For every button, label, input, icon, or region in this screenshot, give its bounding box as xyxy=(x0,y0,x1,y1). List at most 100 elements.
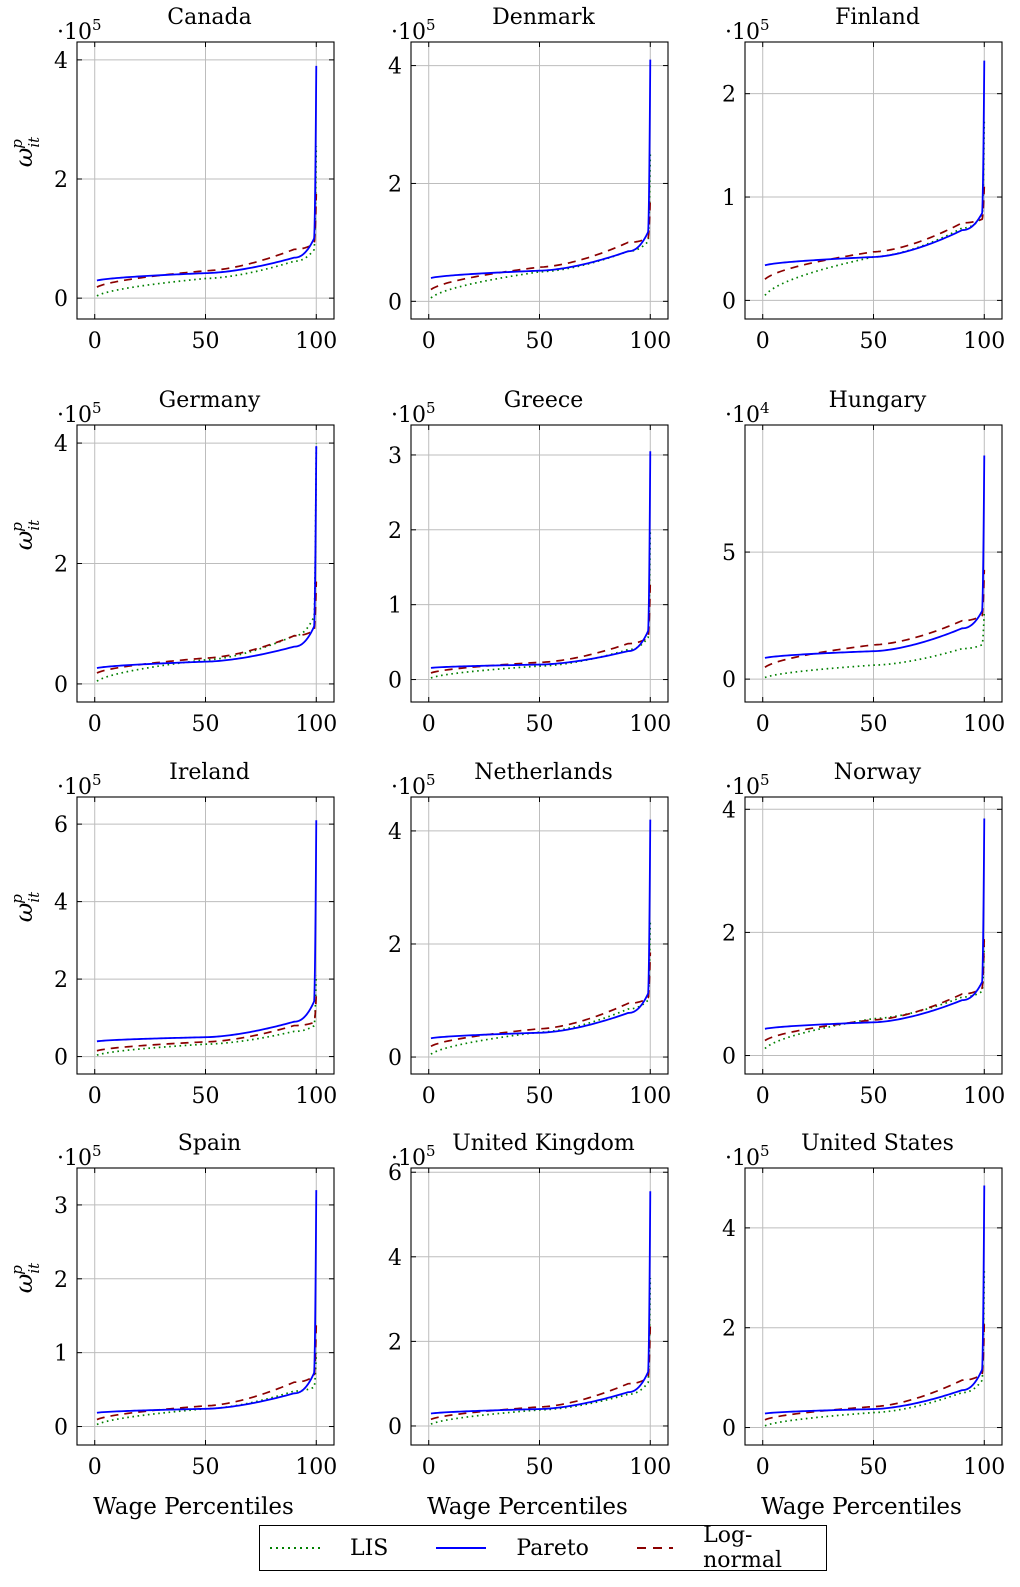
series-line-log-normal xyxy=(430,582,652,674)
panel-hungary: 0 50 100 0 5 ·104 Hungary xyxy=(722,388,1005,737)
legend-label-pareto: Pareto xyxy=(516,1535,589,1561)
x-tick-label: 100 xyxy=(295,329,337,354)
series-line-lis xyxy=(430,921,652,1055)
series-line-lis xyxy=(96,975,318,1056)
panel-ireland: 0 50 100 0 2 4 6 ·105 Ireland ωitp xyxy=(8,760,337,1109)
series-line-log-normal xyxy=(430,198,652,291)
x-tick-label: 100 xyxy=(963,1084,1005,1109)
y-multiplier-exponent: 5 xyxy=(426,399,436,417)
series-line-log-normal xyxy=(764,569,986,669)
panel-title: Finland xyxy=(835,5,920,30)
x-tick-label: 50 xyxy=(860,1084,888,1109)
y-multiplier-exponent: 5 xyxy=(92,16,102,34)
y-tick-label: 5 xyxy=(722,541,736,566)
series-line-lis xyxy=(430,153,652,299)
panel-title: Hungary xyxy=(829,388,927,413)
series-line-lis xyxy=(430,529,652,679)
y-tick-label: 3 xyxy=(388,444,402,469)
x-tick-label: 0 xyxy=(756,712,770,737)
y-axis-label: ωitp xyxy=(8,891,43,922)
y-axis-label-subscript: it xyxy=(25,1262,43,1274)
x-tick-label: 50 xyxy=(526,329,554,354)
panel-denmark: 0 50 100 0 2 4 ·105 Denmark xyxy=(388,5,671,354)
series-line-lis xyxy=(764,1270,986,1427)
y-tick-label: 2 xyxy=(54,553,68,578)
y-multiplier-base: ·10 xyxy=(57,775,92,800)
y-tick-label: 6 xyxy=(388,1161,402,1186)
y-axis-label-superscript: p xyxy=(8,522,26,532)
series-line-pareto xyxy=(430,819,652,1040)
x-tick-label: 50 xyxy=(192,712,220,737)
series-line-lis xyxy=(430,1277,652,1425)
y-axis-label-superscript: p xyxy=(8,894,26,904)
y-axis-label-subscript: it xyxy=(25,891,43,903)
y-multiplier-base: ·10 xyxy=(391,775,426,800)
panel-finland: 0 50 100 0 1 2 ·105 Finland xyxy=(722,5,1005,354)
legend-item-lis: LIS xyxy=(260,1526,426,1570)
x-tick-label: 50 xyxy=(192,1084,220,1109)
y-tick-label: 4 xyxy=(54,432,68,457)
y-axis-label-superscript: p xyxy=(8,139,26,149)
panel-title: Denmark xyxy=(492,5,595,30)
x-tick-label: 0 xyxy=(88,329,102,354)
x-tick-label: 100 xyxy=(963,329,1005,354)
x-tick-label: 50 xyxy=(192,329,220,354)
y-multiplier: ·105 xyxy=(725,771,770,800)
y-multiplier-exponent: 5 xyxy=(760,771,770,789)
y-multiplier-base: ·10 xyxy=(57,1146,92,1171)
y-multiplier: ·105 xyxy=(391,16,436,45)
y-tick-label: 4 xyxy=(54,49,68,74)
panel-greece: 0 50 100 0 1 2 3 ·105 Greece xyxy=(388,388,671,737)
series-line-pareto xyxy=(96,1190,318,1414)
y-multiplier-base: ·10 xyxy=(391,20,426,45)
y-tick-label: 2 xyxy=(722,1317,736,1342)
y-tick-label: 2 xyxy=(54,968,68,993)
x-tick-label: 50 xyxy=(860,712,888,737)
panel-germany: 0 50 100 0 2 4 ·105 Germany ωitp xyxy=(8,388,337,737)
y-tick-label: 0 xyxy=(722,289,736,314)
y-tick-label: 0 xyxy=(54,1046,68,1071)
x-tick-label: 0 xyxy=(756,329,770,354)
x-tick-label: 100 xyxy=(629,1455,671,1480)
x-tick-label: 50 xyxy=(526,712,554,737)
y-tick-label: 4 xyxy=(722,1217,736,1242)
x-tick-label: 50 xyxy=(860,1455,888,1480)
x-tick-label: 100 xyxy=(629,1084,671,1109)
series-line-log-normal xyxy=(764,1322,986,1421)
series-line-log-normal xyxy=(96,1323,318,1421)
series-line-pareto xyxy=(430,1191,652,1415)
series-line-log-normal xyxy=(764,186,986,280)
panel-title: Netherlands xyxy=(474,760,613,785)
series-line-lis xyxy=(96,1352,318,1426)
y-axis-label: ωitp xyxy=(8,1262,43,1293)
y-multiplier-base: ·10 xyxy=(725,20,760,45)
panel-title: Norway xyxy=(834,760,922,785)
y-multiplier: ·105 xyxy=(57,16,102,45)
y-multiplier-base: ·10 xyxy=(725,775,760,800)
series-line-pareto xyxy=(430,451,652,669)
x-tick-label: 100 xyxy=(295,1455,337,1480)
panel-title: Ireland xyxy=(169,760,250,785)
panel-title: Spain xyxy=(178,1131,241,1156)
panel-title: Greece xyxy=(504,388,583,413)
panel-title: United States xyxy=(801,1131,954,1156)
panel-united-kingdom: 0 50 100 0 2 4 6·105 United Kingdom Wage Percent… xyxy=(388,1131,671,1520)
y-multiplier-base: ·10 xyxy=(57,20,92,45)
y-axis-label-symbol: ω xyxy=(10,1274,38,1294)
series-line-lis xyxy=(96,443,318,682)
y-tick-label: 0 xyxy=(54,1416,68,1441)
y-axis-label-subscript: it xyxy=(25,136,43,148)
x-tick-label: 0 xyxy=(88,1084,102,1109)
panel-united-states: 0 50 100 0 2 4 ·105 United States Wage Percentil… xyxy=(722,1131,1005,1520)
y-tick-label: 0 xyxy=(722,1045,736,1070)
y-multiplier-base: ·10 xyxy=(391,1146,426,1171)
series-line-pareto xyxy=(96,820,318,1043)
x-tick-label: 50 xyxy=(860,329,888,354)
y-tick-label: 4 xyxy=(722,798,736,823)
y-multiplier: ·105 xyxy=(57,1142,102,1171)
y-multiplier: ·105 xyxy=(725,16,770,45)
panel-title: Germany xyxy=(159,388,261,413)
series-line-log-normal xyxy=(96,994,318,1052)
series-line-lis xyxy=(764,941,986,1050)
